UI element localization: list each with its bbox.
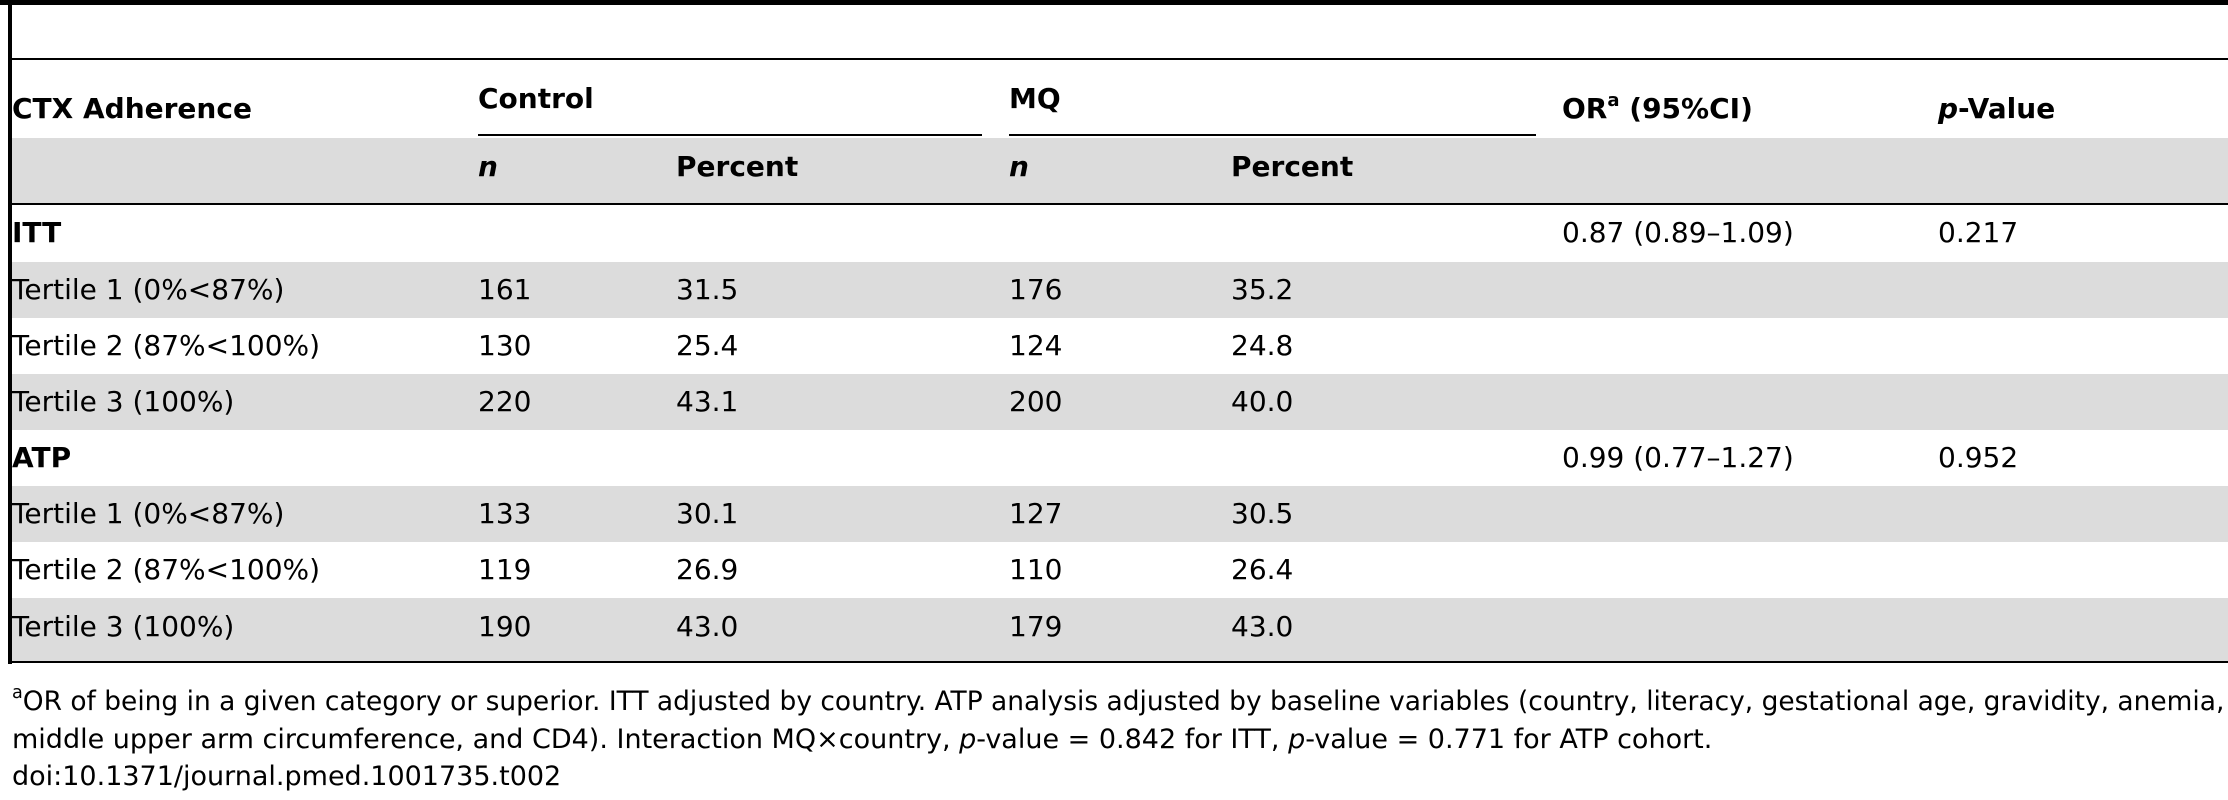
- mq-percent: 35.2: [1231, 273, 1294, 306]
- doi-text: doi:10.1371/journal.pmed.1001735.t002: [12, 761, 562, 792]
- control-percent: 31.5: [676, 273, 739, 306]
- mq-n: 124: [1009, 329, 1063, 362]
- control-n: 161: [478, 273, 532, 306]
- control-group-rule: [478, 134, 982, 136]
- row-label: Tertile 1 (0%<87%): [12, 497, 285, 530]
- mq-percent: 24.8: [1231, 329, 1294, 362]
- mq-percent: 40.0: [1231, 385, 1294, 418]
- mq-percent: 43.0: [1231, 610, 1294, 643]
- header-mq-n: n: [1009, 150, 1029, 183]
- row-band: [12, 262, 2228, 318]
- mq-n: 179: [1009, 610, 1063, 643]
- section-label: ITT: [12, 216, 62, 249]
- row-band: [12, 374, 2228, 430]
- section-p: 0.217: [1938, 216, 2019, 249]
- control-percent: 26.9: [676, 553, 739, 586]
- mq-percent: 30.5: [1231, 497, 1294, 530]
- row-label: Tertile 3 (100%): [12, 385, 235, 418]
- control-n: 130: [478, 329, 532, 362]
- header-p-value: p-Value: [1938, 92, 2056, 125]
- header-subrow-band: [12, 138, 2228, 203]
- mq-n: 176: [1009, 273, 1063, 306]
- header-mq-percent: Percent: [1231, 150, 1354, 183]
- mq-n: 127: [1009, 497, 1063, 530]
- row-band: [12, 486, 2228, 542]
- header-control-n: n: [478, 150, 498, 183]
- section-label: ATP: [12, 441, 72, 474]
- mq-percent: 26.4: [1231, 553, 1294, 586]
- mq-n: 110: [1009, 553, 1063, 586]
- control-n: 119: [478, 553, 532, 586]
- table-bottom-rule: [12, 661, 2228, 663]
- row-band: [12, 598, 2228, 661]
- control-percent: 25.4: [676, 329, 739, 362]
- row-label: Tertile 2 (87%<100%): [12, 553, 321, 586]
- footnote-line-2: middle upper arm circumference, and CD4)…: [12, 724, 1713, 755]
- control-percent: 30.1: [676, 497, 739, 530]
- footnote-line-1: aOR of being in a given category or supe…: [12, 682, 2225, 718]
- header-bottom-rule: [12, 203, 2228, 205]
- header-top-rule: [12, 58, 2228, 60]
- header-control: Control: [478, 82, 594, 115]
- row-label: Tertile 3 (100%): [12, 610, 235, 643]
- control-percent: 43.0: [676, 610, 739, 643]
- section-or: 0.99 (0.77–1.27): [1562, 441, 1794, 474]
- header-control-percent: Percent: [676, 150, 799, 183]
- control-percent: 43.1: [676, 385, 739, 418]
- control-n: 220: [478, 385, 532, 418]
- mq-group-rule: [1009, 134, 1536, 136]
- section-or: 0.87 (0.89–1.09): [1562, 216, 1794, 249]
- section-p: 0.952: [1938, 441, 2019, 474]
- top-border: [0, 0, 2228, 5]
- left-border: [8, 0, 12, 664]
- header-or: ORa (95%CI): [1562, 89, 1753, 125]
- header-mq: MQ: [1009, 82, 1061, 115]
- header-ctx-adherence: CTX Adherence: [12, 92, 252, 125]
- control-n: 190: [478, 610, 532, 643]
- row-label: Tertile 2 (87%<100%): [12, 329, 321, 362]
- row-label: Tertile 1 (0%<87%): [12, 273, 285, 306]
- control-n: 133: [478, 497, 532, 530]
- mq-n: 200: [1009, 385, 1063, 418]
